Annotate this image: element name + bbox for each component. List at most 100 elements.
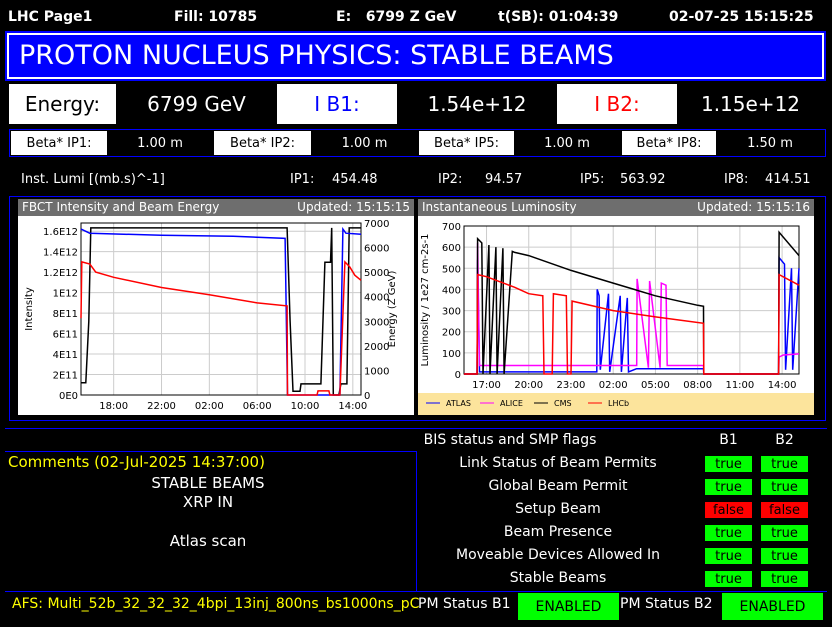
y-tick-label: 1.2E12: [43, 268, 78, 279]
y-tick-label: 0: [455, 370, 461, 381]
series-line-0: [81, 227, 361, 396]
flags-b1-header: B1: [719, 432, 738, 448]
y-tick-label: 200: [442, 328, 461, 339]
series-line-lhcb: [464, 273, 800, 375]
y-axis-label: Intensity: [24, 287, 35, 331]
comments-title: Comments (02-Jul-2025 14:37:00): [8, 453, 265, 471]
flags-title: BIS status and SMP flags: [423, 432, 597, 448]
x-tick-label: 14:00: [338, 401, 367, 412]
y-tick-label: 2E11: [53, 371, 78, 382]
legend-label: LHCb: [608, 399, 629, 408]
lumi-ip5-value: 563.92: [620, 172, 666, 187]
divider: [5, 451, 417, 452]
divider: [5, 428, 827, 429]
beta-ip8-value: 1.50 m: [747, 135, 793, 151]
luminosity-chart: Instantaneous Luminosity Updated: 15:15:1…: [418, 199, 814, 415]
flag-label: Global Beam Permit: [488, 478, 628, 494]
y2-tick-label: 0: [364, 391, 370, 402]
y-tick-label: 300: [442, 307, 461, 318]
flag-b2-badge: true: [761, 571, 808, 587]
flags-b2-header: B2: [775, 432, 794, 448]
chart-updated: Updated: 15:15:16: [697, 200, 810, 214]
y2-tick-label: 7000: [364, 219, 389, 230]
y-tick-label: 600: [442, 243, 461, 254]
beta-ip1-value: 1.00 m: [137, 135, 183, 151]
y-tick-label: 8E11: [53, 309, 78, 320]
y-axis-label: Luminosity / 1e27 cm-2s-1: [420, 233, 431, 366]
y-tick-label: 400: [442, 285, 461, 296]
y-tick-label: 0E0: [59, 391, 78, 402]
ib1-label: I B1:: [277, 84, 397, 124]
y2-tick-label: 3000: [364, 317, 389, 328]
ib2-label: I B2:: [557, 84, 677, 124]
lumi-ip2-value: 94.57: [485, 172, 523, 187]
chart-updated: Updated: 15:15:15: [297, 200, 410, 214]
plot-frame: [80, 222, 362, 396]
luminosity-plot: 0 100 200 300 400 500 600 700 17:00 20:00 23:00 02:…: [418, 222, 814, 415]
datetime: 02-07-25 15:15:25: [669, 9, 814, 25]
pm-b2-status: ENABLED: [722, 593, 823, 620]
lumi-ip5-label: IP5:: [580, 172, 605, 187]
afs-filling-scheme: AFS: Multi_52b_32_32_32_4bpi_13inj_800ns…: [12, 596, 420, 612]
legend-label: CMS: [554, 399, 572, 408]
pm-b1-status: ENABLED: [518, 593, 619, 620]
chart-title: FBCT Intensity and Beam Energy: [22, 200, 220, 214]
lumi-ip8-label: IP8:: [724, 172, 749, 187]
lumi-ip1-value: 454.48: [332, 172, 378, 187]
lumi-ip8-value: 414.51: [765, 172, 811, 187]
x-tick-label: 22:00: [147, 401, 176, 412]
fill-number: Fill: 10785: [174, 9, 258, 25]
flag-b2-badge: true: [761, 479, 808, 495]
plot-frame: [463, 225, 800, 375]
ib2-value: 1.15e+12: [700, 92, 801, 116]
y2-tick-label: 6000: [364, 244, 389, 255]
legend-label: ALICE: [500, 399, 523, 408]
x-tick-label: 17:00: [472, 380, 501, 391]
pm-b2-label: PM Status B2: [620, 596, 713, 612]
comment-line: XRP IN: [182, 493, 234, 511]
page-name: LHC Page1: [8, 9, 93, 25]
charts-panel: [9, 196, 826, 421]
series-line-atlas: [464, 255, 800, 375]
flag-b1-badge: true: [705, 479, 752, 495]
beam-energy: E: 6799 Z GeV: [336, 9, 457, 25]
x-tick-label: 02:00: [599, 380, 628, 391]
flag-b1-badge: true: [705, 548, 752, 564]
y2-tick-label: 1000: [364, 366, 389, 377]
legend-label: ATLAS: [446, 399, 471, 408]
x-tick-label: 02:00: [195, 401, 224, 412]
flag-label: Link Status of Beam Permits: [459, 455, 657, 471]
inst-lumi-label: Inst. Lumi [(mb.s)^-1]: [21, 172, 165, 187]
beta-ip5-value: 1.00 m: [544, 135, 590, 151]
y2-tick-label: 2000: [364, 342, 389, 353]
x-tick-label: 05:00: [641, 380, 670, 391]
beta-ip2-value: 1.00 m: [341, 135, 388, 151]
flag-b1-badge: true: [705, 525, 752, 541]
ib1-value: 1.54e+12: [427, 92, 527, 116]
x-tick-label: 10:00: [291, 401, 320, 412]
lumi-ip2-label: IP2:: [438, 172, 463, 187]
series-line-2: [80, 260, 362, 396]
beta-ip1-label: Beta* IP1:: [11, 131, 107, 155]
series-line-1: [80, 226, 362, 396]
flag-label: Stable Beams: [509, 570, 607, 586]
comment-line: STABLE BEAMS: [151, 474, 265, 492]
beta-ip2-label: Beta* IP2:: [214, 131, 311, 155]
beta-star-panel: [9, 129, 826, 157]
x-tick-label: 14:00: [768, 380, 797, 391]
series-line-alice: [464, 242, 800, 375]
energy-value: 6799 GeV: [147, 92, 246, 116]
flag-label: Moveable Devices Allowed In: [456, 547, 660, 563]
flag-label: Setup Beam: [515, 501, 601, 517]
y-tick-label: 100: [442, 349, 461, 360]
fbct-chart: FBCT Intensity and Beam Energy Updated: 1…: [18, 199, 414, 415]
y2-tick-label: 5000: [364, 268, 389, 279]
flag-label: Beam Presence: [503, 524, 613, 540]
y-tick-label: 4E11: [53, 350, 78, 361]
energy-label: Energy:: [9, 84, 116, 124]
flag-b1-badge: true: [705, 456, 752, 472]
x-tick-label: 18:00: [99, 401, 128, 412]
y-tick-label: 500: [442, 264, 461, 275]
flag-b2-badge: true: [761, 548, 808, 564]
lumi-ip1-label: IP1:: [290, 172, 315, 187]
